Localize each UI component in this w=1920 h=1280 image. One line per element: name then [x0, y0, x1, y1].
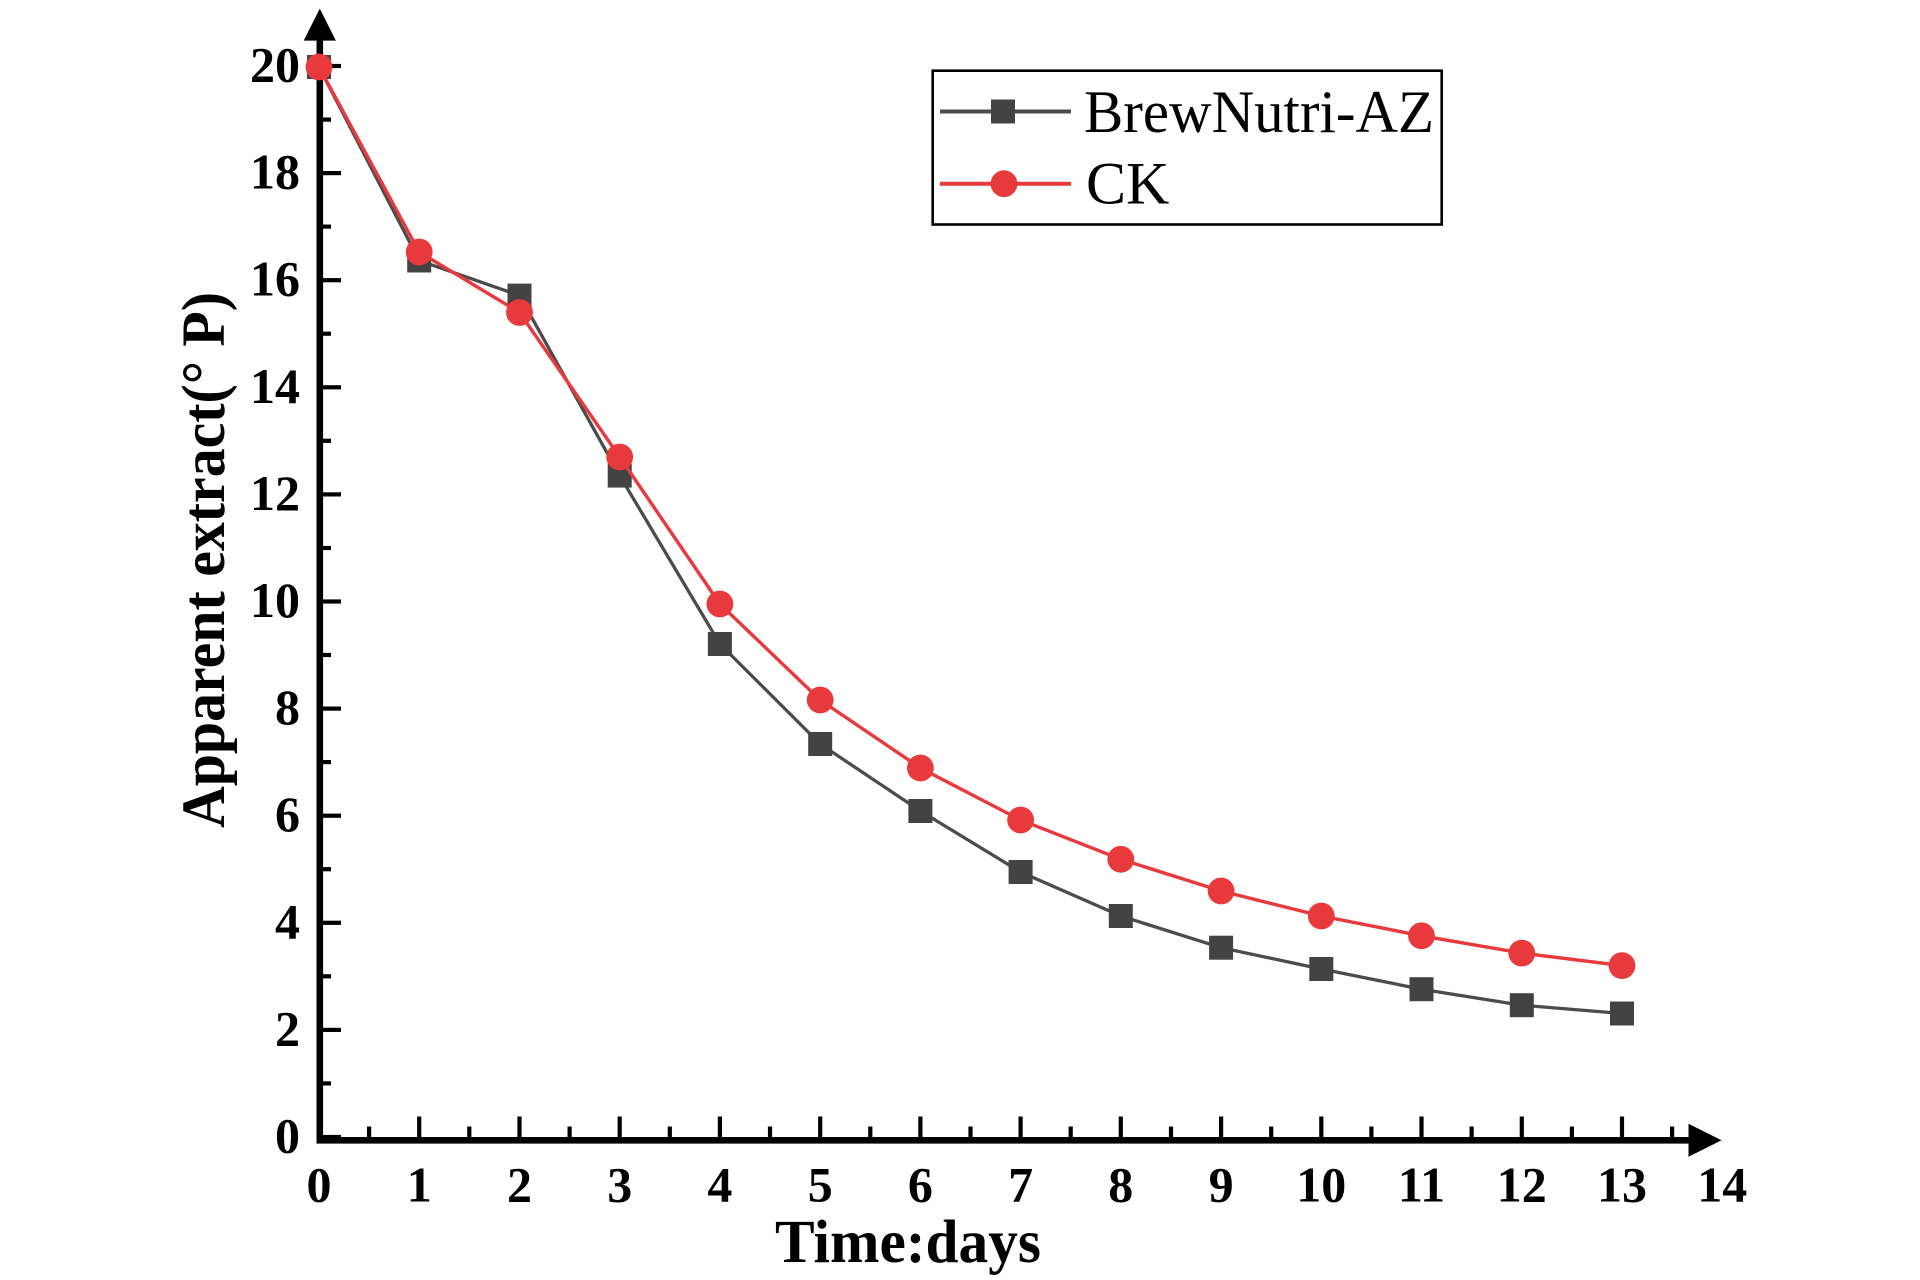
svg-text:0: 0: [307, 1157, 332, 1213]
svg-text:10: 10: [250, 572, 300, 628]
svg-text:11: 11: [1398, 1157, 1445, 1213]
svg-text:7: 7: [1008, 1157, 1033, 1213]
svg-text:14: 14: [250, 358, 300, 414]
svg-text:12: 12: [250, 465, 300, 521]
svg-text:4: 4: [275, 893, 300, 949]
svg-text:2: 2: [507, 1157, 532, 1213]
svg-text:3: 3: [607, 1157, 632, 1213]
svg-text:5: 5: [808, 1157, 833, 1213]
svg-text:2: 2: [275, 1000, 300, 1056]
svg-text:18: 18: [250, 144, 300, 200]
svg-text:8: 8: [275, 679, 300, 735]
svg-text:8: 8: [1108, 1157, 1133, 1213]
svg-text:20: 20: [250, 37, 300, 93]
svg-text:12: 12: [1497, 1157, 1547, 1213]
svg-text:13: 13: [1597, 1157, 1647, 1213]
svg-text:Time:days: Time:days: [775, 1209, 1041, 1276]
svg-text:16: 16: [250, 251, 300, 307]
svg-text:10: 10: [1296, 1157, 1346, 1213]
svg-text:CK: CK: [1086, 151, 1169, 217]
svg-text:4: 4: [707, 1157, 732, 1213]
svg-text:14: 14: [1697, 1157, 1747, 1213]
svg-text:Apparent extract(° P): Apparent extract(° P): [171, 292, 238, 828]
svg-text:6: 6: [275, 786, 300, 842]
svg-text:BrewNutri-AZ: BrewNutri-AZ: [1084, 79, 1434, 145]
svg-text:9: 9: [1209, 1157, 1234, 1213]
svg-text:1: 1: [407, 1157, 432, 1213]
svg-text:0: 0: [275, 1108, 300, 1164]
svg-text:6: 6: [908, 1157, 933, 1213]
